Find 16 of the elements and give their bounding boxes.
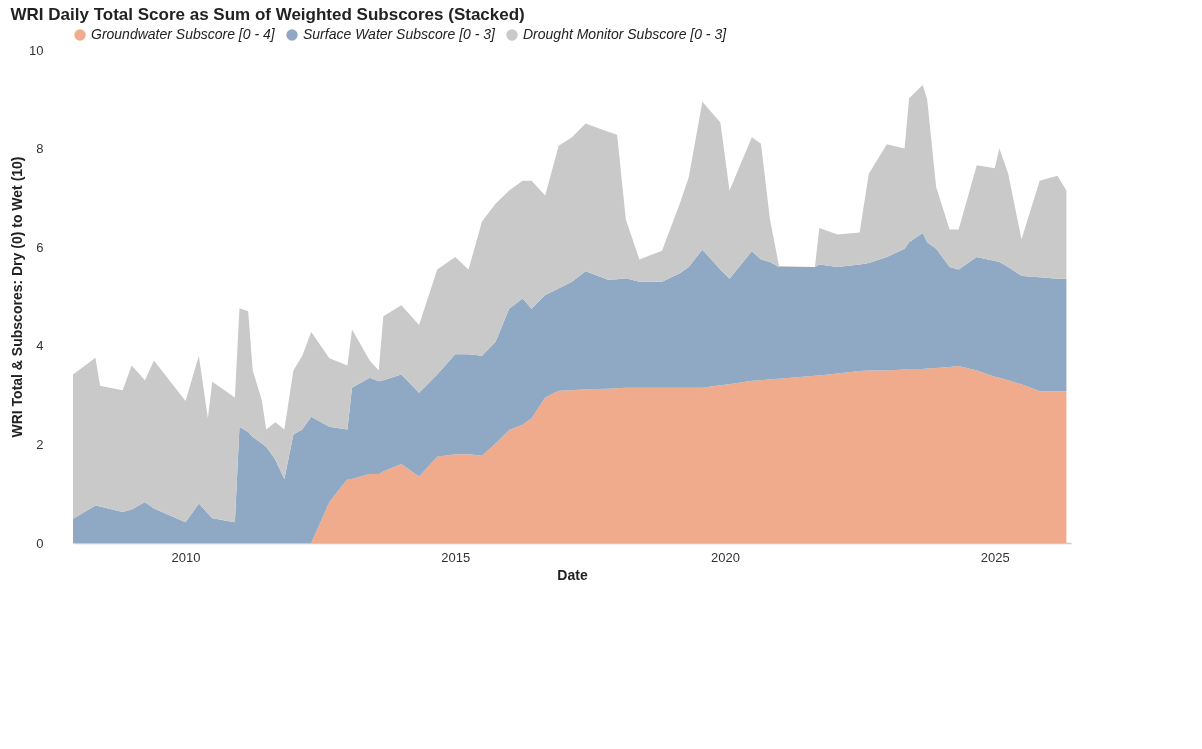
x-tick-label: 2020 (710, 549, 740, 565)
x-tick-label: 2015 (441, 549, 471, 565)
legend-label: Surface Water Subscore [0 - 3] (303, 26, 497, 42)
y-tick-label: 0 (36, 535, 44, 551)
x-tick-label: 2025 (980, 549, 1010, 565)
x-axis-title: Date (557, 566, 588, 583)
legend-label: Drought Monitor Subscore [0 - 3] (523, 26, 728, 42)
y-tick-label: 10 (29, 42, 44, 58)
x-tick-label: 2010 (171, 549, 201, 565)
chart-title: WRI Daily Total Score as Sum of Weighted Subscores (Stacked) (10, 5, 525, 24)
y-tick-label: 4 (36, 338, 44, 354)
y-tick-label: 8 (36, 141, 44, 157)
y-tick-label: 2 (36, 436, 44, 452)
y-axis-title: WRI Total & Subscores: Dry (0) to Wet (10) (9, 156, 26, 438)
y-tick-label: 6 (36, 239, 44, 255)
legend-label: Groundwater Subscore [0 - 4] (91, 26, 276, 42)
